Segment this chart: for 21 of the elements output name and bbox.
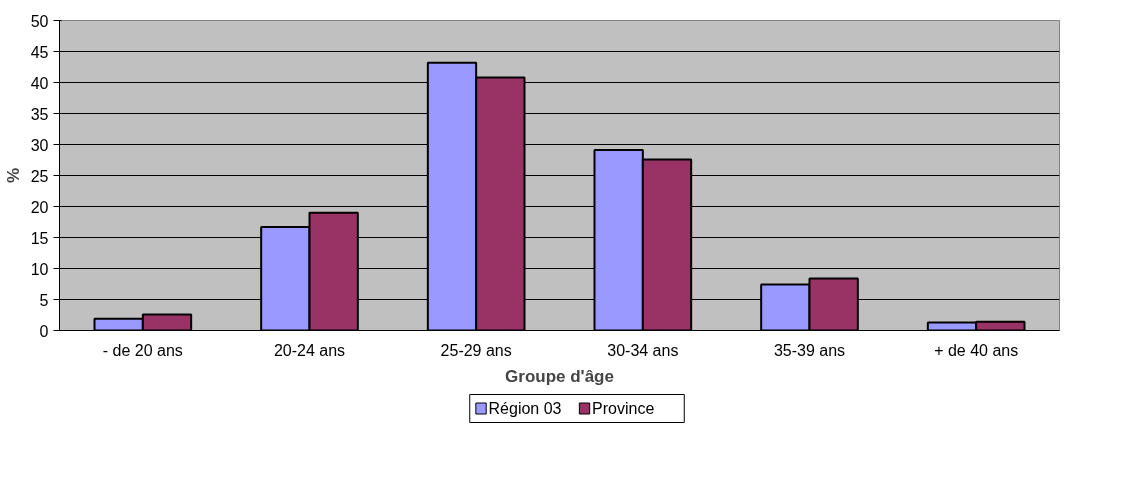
y-tick-label: 5 [39,291,49,309]
x-tick-label: 25-29 ans [440,341,512,359]
legend-label: Province [592,400,655,417]
y-axis-title: % [3,167,23,184]
x-tick-label: + de 40 ans [934,341,1019,359]
y-tick-label: 40 [30,74,49,92]
y-tick-label: 20 [30,198,49,216]
legend-label: Région 03 [488,400,562,417]
x-tick-label: 20-24 ans [273,341,346,359]
y-tick-label: 45 [30,43,49,61]
x-tick-label: 30-34 ans [607,341,679,359]
x-tick-label: 35-39 ans [773,341,846,359]
y-tick-label: 15 [30,229,49,247]
y-tick-label: 30 [30,136,49,154]
x-axis-title: Groupe d'âge [505,366,614,386]
x-tick-label: - de 20 ans [102,341,183,359]
y-tick-label: 0 [39,322,49,340]
y-tick-label: 25 [30,167,49,185]
y-tick-label: 50 [30,12,49,30]
y-tick-label: 10 [30,260,49,278]
y-tick-label: 35 [30,105,49,123]
